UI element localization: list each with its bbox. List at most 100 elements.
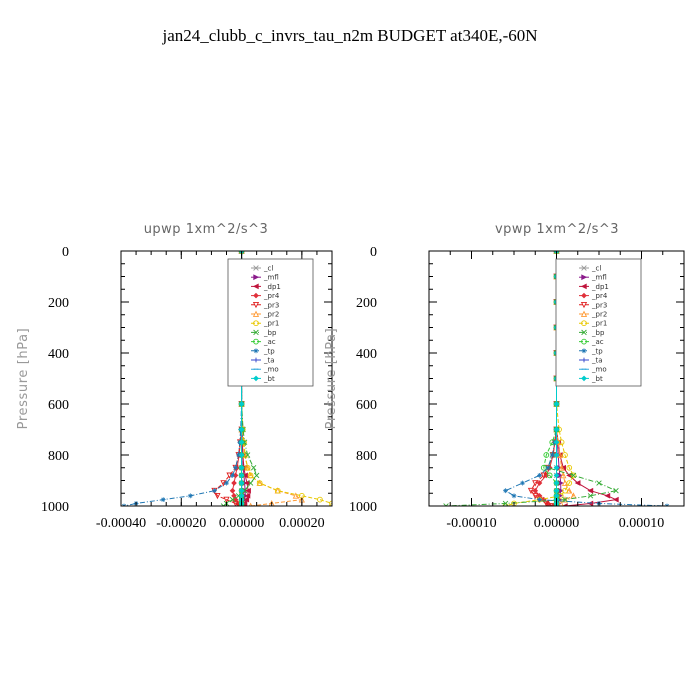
legend-marker	[253, 292, 259, 299]
legend-marker	[253, 329, 259, 336]
y-axis-label: Pressure [hPa]	[16, 328, 31, 430]
data-point	[562, 496, 568, 503]
data-point	[232, 500, 239, 506]
legend-marker	[253, 274, 260, 281]
data-point	[553, 464, 560, 471]
legend-label: _ac	[591, 338, 604, 346]
data-point	[566, 464, 573, 471]
data-point	[220, 503, 227, 506]
y-tick-label: 800	[356, 449, 377, 464]
legend-label: _cl	[591, 265, 601, 273]
y-tick-label: 600	[356, 398, 377, 413]
data-point	[549, 452, 555, 458]
data-point	[238, 426, 245, 433]
data-point	[587, 493, 594, 499]
legend-marker	[253, 320, 259, 327]
data-point	[574, 480, 581, 486]
data-point	[612, 496, 619, 503]
legend-marker	[253, 357, 259, 363]
data-point	[443, 503, 449, 506]
y-tick-label: 400	[356, 347, 377, 362]
panel-title: vpwp 1xm^2/s^3	[495, 222, 619, 237]
legend-marker	[581, 265, 587, 271]
data-point	[540, 472, 547, 479]
legend-label: _tp	[263, 347, 275, 355]
legend-label: _pr1	[591, 320, 607, 328]
data-point	[238, 480, 245, 486]
data-point	[604, 492, 611, 499]
data-point	[243, 480, 250, 486]
legend-label: _pr2	[263, 311, 279, 319]
data-point	[238, 401, 245, 407]
data-point	[553, 472, 560, 479]
data-point	[532, 492, 539, 500]
data-point	[561, 503, 568, 506]
legend-label: _ta	[591, 357, 603, 365]
data-point	[570, 472, 577, 479]
panels: upwp 1xm^2/s^3 Pressure [hPa] 0 200 400 600 80…	[16, 222, 685, 531]
legend-marker	[581, 292, 587, 299]
data-point	[274, 487, 281, 494]
data-point	[223, 496, 230, 504]
legend-label: _ac	[263, 338, 276, 346]
x-tick-label: -0.00020	[156, 516, 206, 531]
data-point	[238, 472, 245, 479]
data-point	[537, 473, 542, 478]
legend-label: _bp	[263, 329, 277, 337]
data-point	[560, 471, 567, 479]
x-tick-label: 0.00000	[219, 516, 265, 531]
data-point	[212, 488, 217, 494]
figure-title: jan24_clubb_c_invrs_tau_n2m BUDGET at340…	[161, 26, 537, 45]
data-point	[229, 487, 236, 494]
data-point	[231, 480, 237, 486]
data-point	[238, 452, 245, 458]
data-point	[553, 439, 560, 446]
data-point	[546, 472, 553, 479]
data-point	[553, 401, 560, 407]
legend-label: _mfl	[263, 274, 279, 282]
data-point	[570, 472, 577, 479]
data-point	[587, 500, 594, 506]
chart-panel-1: upwp 1xm^2/s^3 Pressure [hPa] 0 200 400 600 80…	[16, 222, 333, 531]
legend-marker	[252, 310, 260, 317]
data-point	[245, 487, 251, 494]
data-point	[233, 465, 238, 471]
legend-label: _dp1	[591, 283, 609, 291]
data-point	[587, 487, 594, 494]
data-point	[511, 493, 517, 499]
legend-marker	[253, 375, 259, 382]
legend-marker	[252, 283, 259, 290]
y-tick-label: 0	[370, 245, 377, 260]
data-point	[292, 492, 299, 499]
x-tick-label: 0.00000	[534, 516, 580, 531]
data-point	[244, 452, 251, 458]
legend-box	[555, 258, 642, 387]
x-tick-label: -0.00040	[96, 516, 146, 531]
y-tick-label: 200	[356, 296, 377, 311]
data-point	[503, 488, 508, 494]
y-tick-label: 0	[62, 245, 69, 260]
data-point	[566, 480, 573, 486]
legend-label: _dp1	[263, 283, 281, 291]
data-point	[596, 480, 602, 486]
legend-marker	[253, 348, 259, 354]
data-point	[561, 479, 569, 486]
data-point	[230, 473, 235, 478]
y-tick-label: 1000	[349, 500, 377, 515]
legend: _cl_mfl_dp1_pr4_pr3_pr2_pr1_bp_ac_tp_ta_…	[227, 258, 314, 387]
legend-marker	[581, 357, 587, 363]
legend-marker	[253, 265, 259, 271]
data-point	[214, 492, 221, 500]
legend-box	[227, 258, 314, 387]
data-point	[329, 500, 332, 506]
legend-label: _bt	[263, 375, 275, 383]
data-point	[229, 496, 236, 503]
data-point	[250, 465, 257, 471]
panel-title: upwp 1xm^2/s^3	[144, 222, 269, 237]
data-point	[256, 480, 263, 486]
legend-label: _tp	[591, 347, 603, 355]
data-point	[543, 452, 550, 458]
data-point	[553, 480, 560, 486]
legend-label: _mo	[591, 366, 607, 374]
